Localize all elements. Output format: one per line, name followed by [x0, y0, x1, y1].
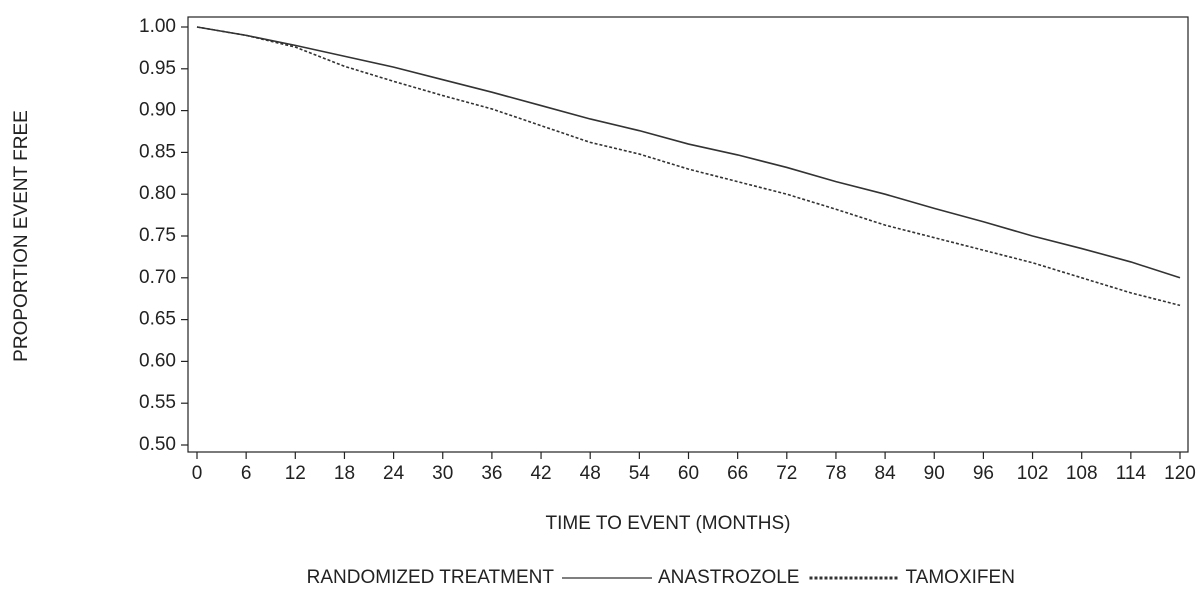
x-tick-label: 72 — [776, 463, 797, 484]
x-tick-label: 90 — [924, 463, 945, 484]
x-tick-label: 0 — [192, 463, 203, 484]
y-tick-label: 0.75 — [139, 225, 176, 246]
x-tick-label: 6 — [241, 463, 252, 484]
series-line — [196, 26, 1181, 279]
legend-title: RANDOMIZED TREATMENT — [307, 567, 555, 588]
x-tick-label: 114 — [1116, 463, 1147, 484]
x-tick-label: 84 — [875, 463, 897, 484]
legend-label: TAMOXIFEN — [905, 567, 1014, 588]
series-line — [196, 26, 1181, 307]
y-tick-label: 0.55 — [139, 392, 176, 413]
x-tick-label: 96 — [973, 463, 994, 484]
y-tick-label: 0.95 — [139, 58, 176, 79]
y-tick-label: 0.80 — [139, 183, 176, 204]
x-tick-label: 30 — [432, 463, 453, 484]
x-tick-label: 18 — [334, 463, 355, 484]
plot-frame — [187, 16, 1189, 453]
x-tick-label: 48 — [580, 463, 601, 484]
x-tick-label: 102 — [1017, 463, 1049, 484]
y-tick-label: 0.85 — [139, 141, 176, 162]
x-tick-label: 24 — [383, 463, 405, 484]
y-tick-label: 0.50 — [139, 434, 176, 455]
x-axis-title: TIME TO EVENT (MONTHS) — [546, 513, 791, 534]
x-tick-label: 108 — [1066, 463, 1098, 484]
x-tick-label: 42 — [530, 463, 551, 484]
y-tick-label: 1.00 — [139, 16, 176, 37]
y-tick-label: 0.65 — [139, 309, 176, 330]
x-tick-label: 36 — [481, 463, 502, 484]
x-tick-label: 78 — [825, 463, 846, 484]
y-tick-label: 0.60 — [139, 350, 176, 371]
x-tick-label: 120 — [1164, 463, 1196, 484]
x-tick-label: 54 — [629, 463, 651, 484]
legend-label: ANASTROZOLE — [658, 567, 799, 588]
y-axis-title: PROPORTION EVENT FREE — [11, 110, 32, 362]
y-tick-label: 0.70 — [139, 267, 176, 288]
x-tick-label: 60 — [678, 463, 699, 484]
x-tick-label: 66 — [727, 463, 748, 484]
x-tick-label: 12 — [285, 463, 306, 484]
y-tick-label: 0.90 — [139, 100, 176, 121]
